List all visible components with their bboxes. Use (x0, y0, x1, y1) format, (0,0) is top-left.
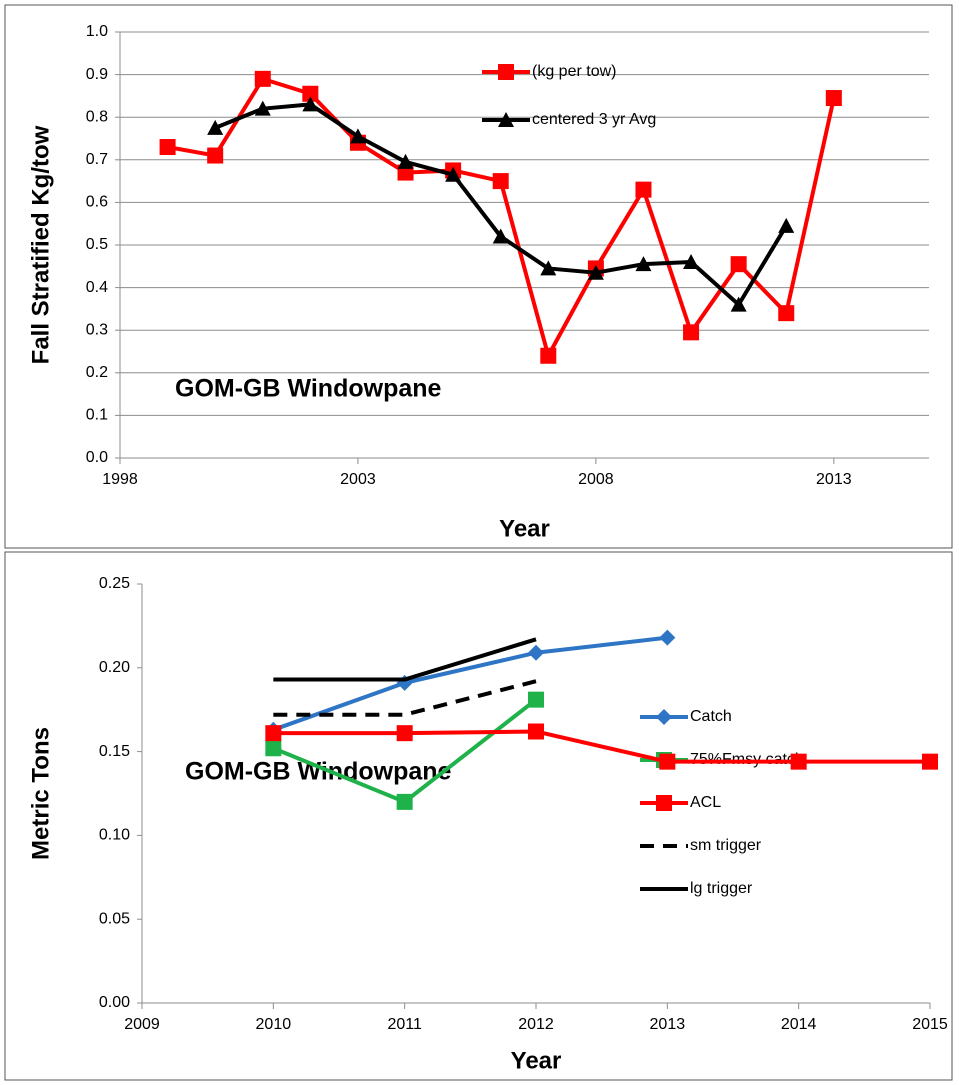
marker (540, 260, 557, 276)
x-tick-label: 1998 (102, 471, 138, 488)
marker (492, 173, 509, 190)
x-tick-label: 2003 (340, 471, 376, 488)
marker (207, 119, 224, 135)
x-tick-label: 2012 (518, 1016, 554, 1033)
y-tick-label: 0.3 (86, 321, 108, 338)
marker (396, 725, 413, 742)
series-line (214, 102, 788, 307)
legend-marker (656, 795, 672, 811)
y-tick-label: 0.25 (99, 575, 130, 592)
marker (540, 347, 557, 364)
y-tick-label: 0.9 (86, 66, 108, 83)
y-tick-label: 0.20 (99, 659, 130, 676)
x-tick-label: 2014 (781, 1016, 817, 1033)
x-tick-label: 2013 (650, 1016, 686, 1033)
marker (302, 85, 319, 102)
x-axis-title: Year (511, 1047, 562, 1074)
annotation: GOM-GB Windowpane (185, 758, 452, 786)
series-line (272, 635, 668, 732)
y-axis-title: Metric Tons (27, 727, 54, 860)
marker (254, 100, 271, 116)
x-axis-title: Year (499, 515, 550, 542)
marker (396, 793, 413, 810)
marker (683, 324, 700, 341)
marker (922, 753, 938, 770)
y-tick-label: 0.2 (86, 364, 108, 381)
marker (159, 139, 176, 156)
annotation: GOM-GB Windowpane (175, 375, 442, 403)
y-tick-label: 0.0 (86, 449, 108, 466)
y-tick-label: 0.5 (86, 236, 108, 253)
x-tick-label: 2009 (124, 1016, 160, 1033)
marker (397, 153, 414, 169)
y-tick-label: 0.8 (86, 108, 108, 125)
marker (528, 644, 544, 661)
marker (825, 90, 842, 107)
x-tick-label: 2013 (816, 471, 852, 488)
y-tick-label: 0.00 (99, 994, 130, 1011)
marker (659, 629, 676, 646)
y-tick-label: 0.4 (86, 279, 108, 296)
marker (730, 256, 747, 273)
marker (207, 147, 224, 164)
marker (778, 217, 795, 233)
x-tick-label: 2011 (387, 1016, 422, 1033)
x-tick-label: 2008 (578, 471, 614, 488)
marker (254, 70, 271, 87)
marker (265, 725, 282, 742)
marker (265, 740, 282, 757)
x-tick-label: 2010 (256, 1016, 292, 1033)
legend-label: ACL (690, 794, 721, 811)
marker (790, 753, 807, 770)
marker (635, 181, 652, 198)
marker (528, 723, 544, 740)
marker (492, 228, 509, 244)
panel-frame (4, 4, 953, 549)
legend-label: lg trigger (690, 880, 753, 897)
marker (445, 166, 462, 182)
y-tick-label: 0.1 (86, 407, 108, 424)
marker (349, 128, 366, 144)
y-tick-label: 0.7 (86, 151, 108, 168)
legend-marker (656, 709, 672, 725)
legend-label: (kg per tow) (532, 63, 616, 80)
marker (528, 691, 544, 708)
y-tick-label: 1.0 (86, 23, 108, 40)
legend-label: Catch (690, 708, 732, 725)
series-line (273, 729, 930, 764)
marker (302, 96, 319, 112)
y-axis-title: Fall Stratified Kg/tow (27, 125, 54, 364)
marker (587, 264, 604, 280)
legend-marker (498, 64, 514, 80)
y-tick-label: 0.05 (99, 910, 130, 927)
legend-label: sm trigger (690, 837, 762, 854)
y-tick-label: 0.10 (99, 827, 130, 844)
legend-label: centered 3 yr Avg (532, 111, 656, 128)
marker (730, 296, 747, 312)
panel-frame (4, 551, 953, 1081)
marker (683, 254, 700, 270)
marker (635, 256, 652, 272)
x-tick-label: 2015 (912, 1016, 948, 1033)
series-line (273, 637, 537, 682)
marker (778, 305, 795, 322)
legend-marker (498, 112, 514, 127)
marker (659, 753, 676, 770)
y-tick-label: 0.6 (86, 194, 108, 211)
y-tick-label: 0.15 (99, 743, 130, 760)
